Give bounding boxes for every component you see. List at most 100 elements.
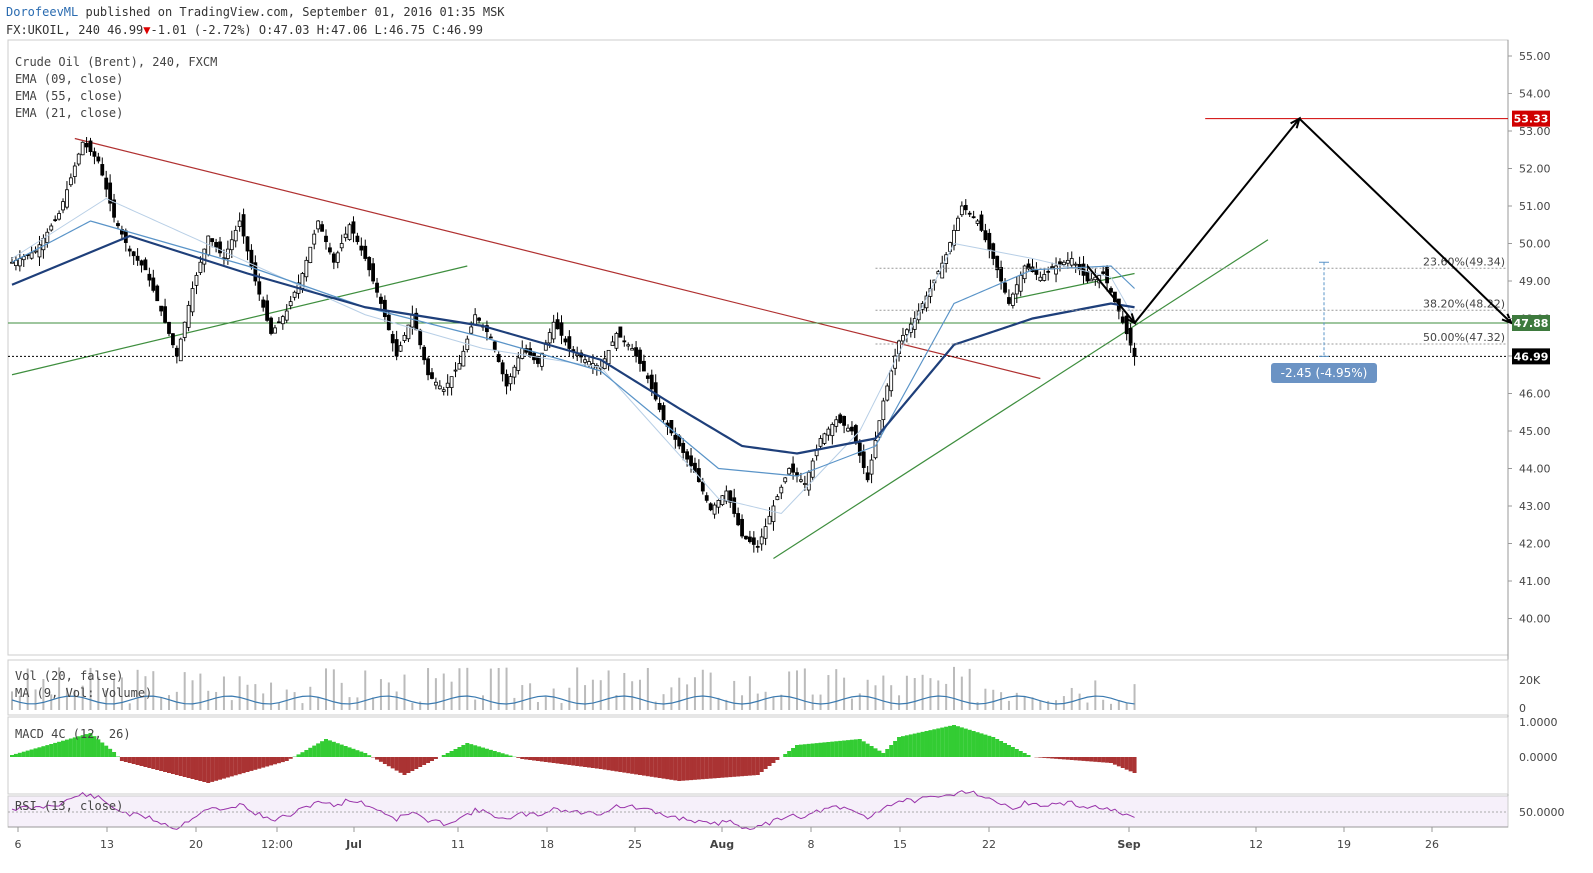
macd-bar — [645, 757, 650, 777]
candle-body — [17, 258, 22, 267]
volume-bar — [976, 702, 979, 710]
volume-ma-label: MA (9, Vol: Volume) — [15, 686, 152, 700]
volume-bar — [1047, 700, 1050, 710]
high-value: H:47.06 — [316, 23, 368, 37]
macd-bar — [178, 757, 183, 776]
macd-bar — [253, 757, 258, 770]
candle-body — [1054, 265, 1058, 275]
volume-bar — [42, 678, 45, 710]
rsi-tick: 50.0000 — [1519, 806, 1565, 819]
volume-bar — [277, 703, 280, 710]
candle-body — [96, 156, 101, 162]
macd-bar — [151, 757, 156, 769]
macd-bar — [669, 757, 674, 780]
x-tick-label: 19 — [1337, 838, 1351, 851]
candle-body — [767, 515, 772, 525]
x-tick-label: 6 — [15, 838, 22, 851]
candle-body — [642, 360, 646, 372]
candle-body — [273, 327, 277, 334]
macd-bar — [1128, 757, 1133, 772]
macd-bar — [304, 750, 309, 757]
macd-bar — [720, 757, 725, 778]
candle-body — [983, 230, 988, 241]
macd-bar — [100, 742, 105, 757]
macd-bar — [190, 757, 195, 779]
macd-bar — [355, 750, 360, 757]
volume-bar — [898, 695, 901, 710]
volume-bar — [835, 669, 838, 710]
volume-bar — [850, 698, 853, 710]
volume-tick: 0 — [1519, 702, 1526, 715]
candle-body — [477, 317, 481, 321]
volume-bar — [607, 670, 610, 710]
candle-body — [995, 255, 1000, 271]
macd-bar — [469, 744, 474, 757]
macd-bar — [665, 757, 670, 780]
y-tick-label: 46.00 — [1519, 388, 1551, 401]
macd-bar — [202, 757, 207, 782]
candle-body — [92, 151, 97, 157]
down-arrow-icon: ▼ — [143, 23, 151, 37]
macd-bar — [787, 751, 792, 757]
macd-bar — [959, 727, 964, 757]
y-tick-label: 42.00 — [1519, 538, 1551, 551]
candle-body — [893, 355, 898, 369]
candle-body — [649, 374, 654, 390]
macd-bar — [1101, 757, 1106, 763]
candle-body — [41, 238, 46, 251]
candle-body — [202, 248, 207, 265]
macd-bar — [908, 734, 913, 757]
volume-bar — [717, 697, 720, 710]
volume-bar — [960, 676, 963, 710]
macd-bar — [747, 757, 752, 776]
candle-body — [1089, 278, 1094, 282]
volume-bar — [120, 677, 123, 710]
volume-bar — [419, 701, 422, 710]
y-tick-label: 52.00 — [1519, 163, 1551, 176]
macd-bar — [904, 735, 909, 757]
macd-bar — [795, 745, 799, 757]
volume-bar — [631, 681, 634, 710]
macd-bar — [889, 745, 894, 757]
volume-bar — [1110, 703, 1112, 710]
legend-ema-09: EMA (09, close) — [15, 72, 123, 86]
macd-bar — [559, 757, 564, 764]
macd-bar — [979, 733, 984, 757]
volume-bar — [474, 699, 477, 710]
candle-body — [791, 463, 795, 473]
volume-bar — [395, 691, 398, 710]
candle-body — [716, 499, 721, 508]
candle-body — [363, 245, 368, 259]
candle-body — [787, 468, 792, 475]
macd-bar — [700, 757, 705, 780]
author-link[interactable]: DorofeevML — [6, 5, 79, 19]
volume-bar — [678, 677, 681, 710]
candle-body — [657, 402, 662, 410]
macd-bar — [394, 757, 399, 771]
upper-trend-line — [1008, 272, 1135, 301]
candle-body — [316, 220, 321, 230]
macd-bar — [1057, 757, 1062, 760]
candle-body — [116, 223, 120, 227]
macd-bar — [167, 757, 171, 773]
candle-body — [751, 537, 756, 545]
macd-bar — [237, 757, 242, 775]
candle-body — [469, 326, 474, 334]
macd-bar — [241, 757, 246, 774]
candle-body — [379, 296, 383, 304]
volume-bar — [693, 677, 696, 710]
candle-body — [398, 345, 403, 352]
macd-bar — [916, 732, 921, 757]
candle-body — [320, 224, 324, 232]
macd-bar — [724, 757, 729, 778]
macd-bar — [327, 740, 332, 757]
volume-bar — [552, 688, 555, 710]
macd-bar — [685, 757, 690, 781]
macd-bar — [441, 755, 446, 757]
macd-bar — [638, 757, 642, 775]
macd-bar — [288, 757, 293, 759]
macd-bar — [842, 740, 847, 757]
macd-bar — [382, 757, 387, 764]
macd-bar — [206, 757, 211, 783]
